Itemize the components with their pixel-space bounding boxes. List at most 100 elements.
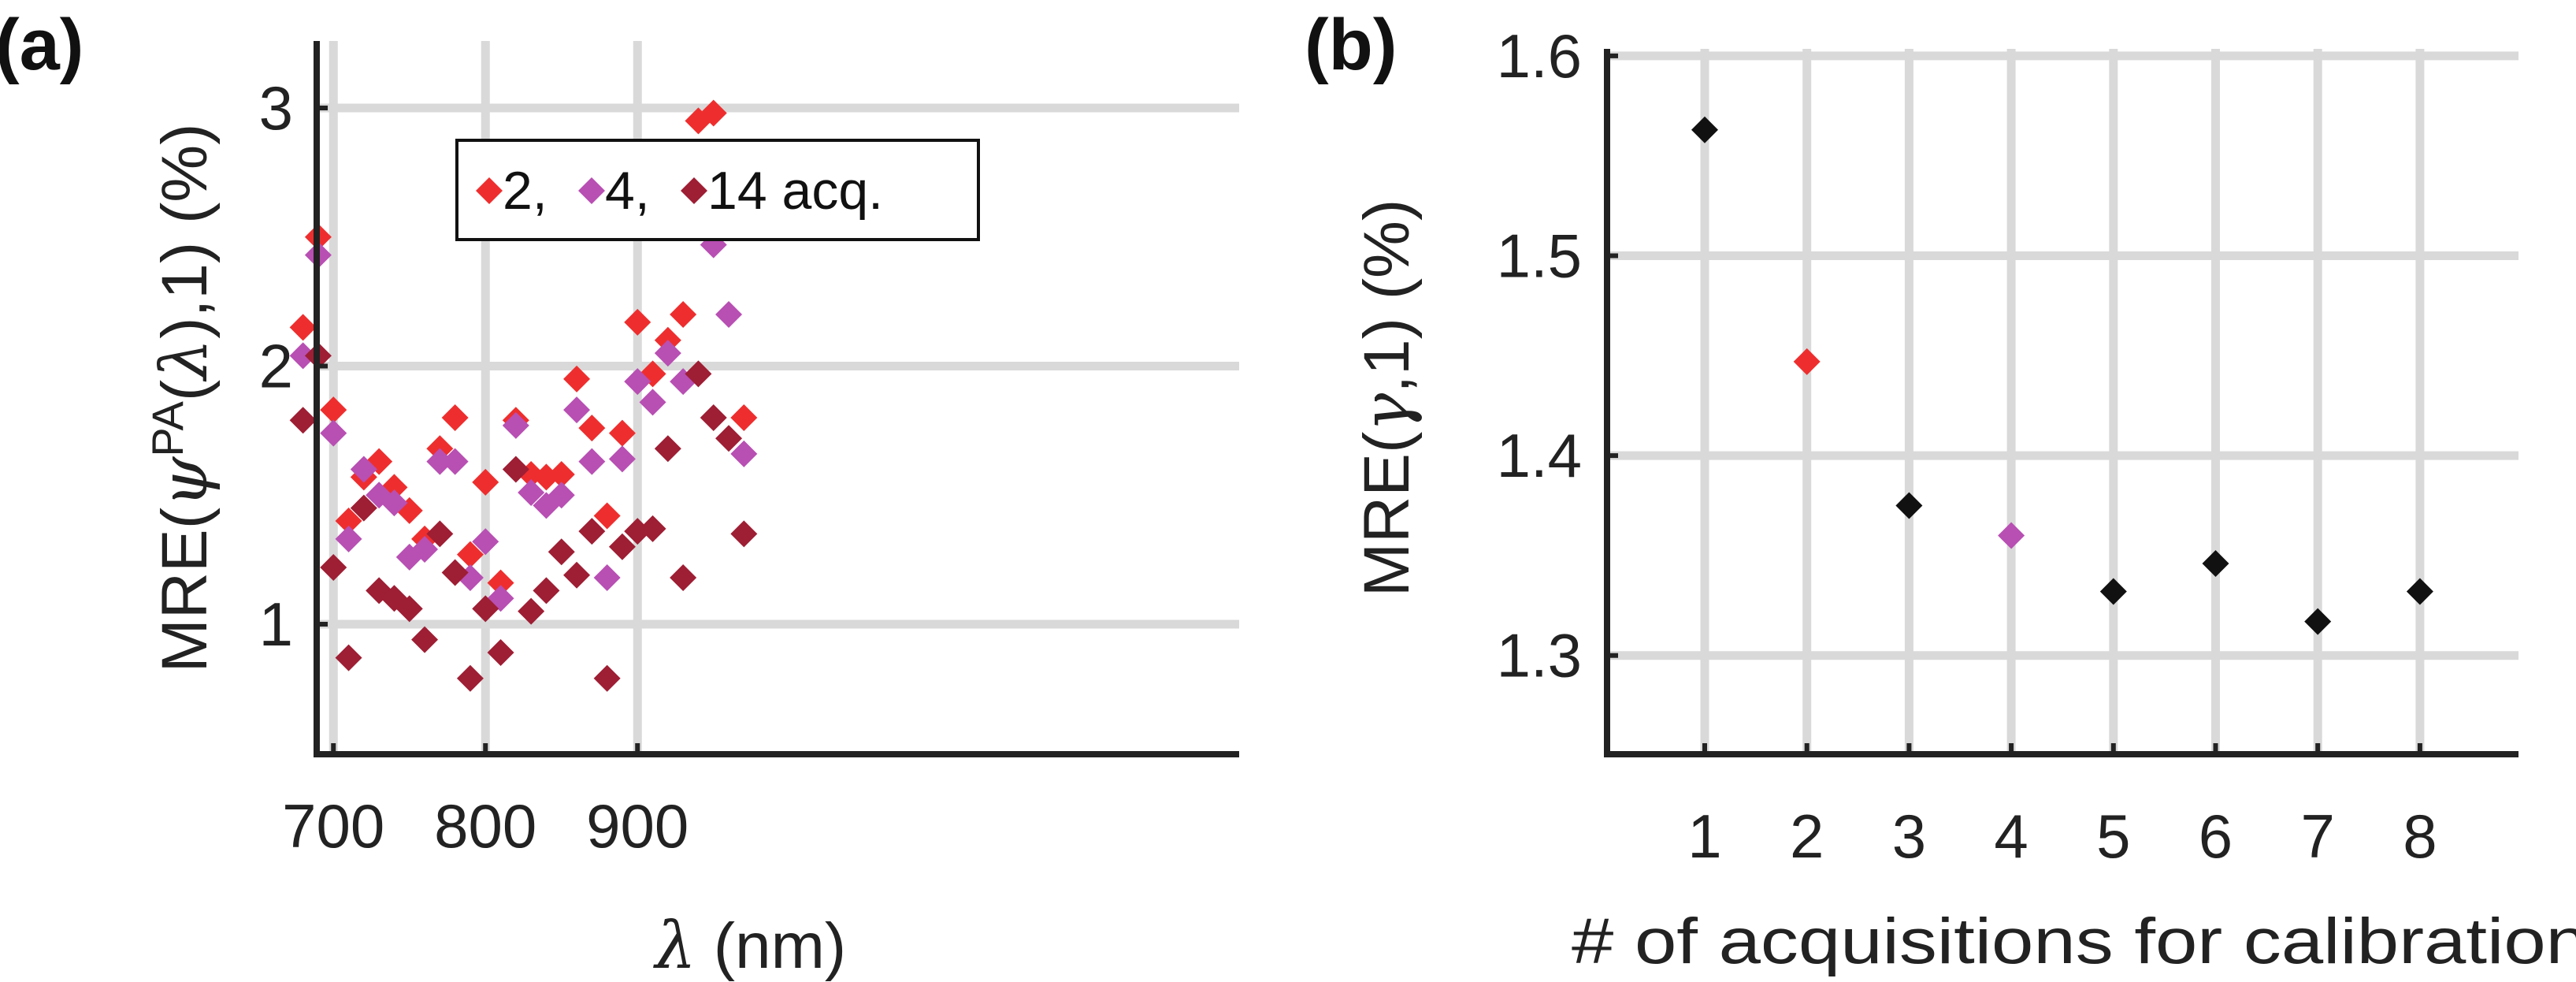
panel-a-point-series-3 bbox=[547, 538, 575, 566]
panel-a-point-series-2 bbox=[563, 396, 591, 424]
panel-b-xtick-label: 1 bbox=[1687, 802, 1721, 871]
panel-a-point-series-2 bbox=[624, 368, 651, 396]
panel-a-point-series-3 bbox=[350, 494, 377, 522]
panel-a-point-series-2 bbox=[639, 389, 666, 416]
panel-b-point bbox=[2304, 608, 2332, 635]
panel-a-ylabel: MRE(ψPA(λ),1) (%) bbox=[143, 124, 222, 673]
panel-a-point-series-2 bbox=[578, 448, 606, 475]
panel-b-xlabel: # of acquisitions for calibration bbox=[1572, 906, 2576, 977]
panel-b-label: (b) bbox=[1305, 5, 1397, 85]
panel-b-points bbox=[1691, 116, 2433, 635]
panel-a-point-series-1 bbox=[608, 419, 636, 447]
legend-marker-2 bbox=[476, 177, 503, 204]
panel-a-point-series-2 bbox=[593, 564, 621, 592]
panel-a-point-series-3 bbox=[593, 664, 621, 692]
panel-a: (a) 700 800 900 1 2 3 MRE(ψPA(λ),1) (%) λ (nm)… bbox=[0, 5, 1239, 982]
panel-a-point-series-1 bbox=[456, 541, 484, 568]
panel-b-xtick-label: 5 bbox=[2096, 802, 2130, 871]
panel-a-point-series-1 bbox=[441, 404, 469, 431]
panel-b-ytick-label: 1.3 bbox=[1497, 621, 1582, 690]
panel-a-ticks: 700 800 900 1 2 3 bbox=[259, 73, 689, 861]
panel-a-point-series-1 bbox=[289, 314, 317, 341]
panel-a-ytick-label: 3 bbox=[259, 73, 293, 143]
panel-a-point-series-3 bbox=[426, 520, 454, 548]
panel-a-point-series-3 bbox=[502, 456, 529, 483]
panel-a-point-series-3 bbox=[289, 407, 317, 434]
panel-a-point-series-1 bbox=[593, 502, 621, 530]
panel-b-xtick-label: 8 bbox=[2403, 802, 2437, 871]
panel-a-point-series-2 bbox=[472, 528, 499, 556]
panel-a-point-series-2 bbox=[320, 419, 347, 447]
panel-a-point-series-2 bbox=[289, 342, 317, 370]
panel-b-ylabel: MRE(γ,1) (%) bbox=[1349, 199, 1424, 597]
panel-a-point-series-3 bbox=[685, 360, 712, 388]
legend-label-14-acq: 14 acq. bbox=[707, 161, 883, 221]
panel-a-xtick-label: 700 bbox=[282, 791, 384, 861]
panel-a-point-series-2 bbox=[350, 456, 377, 483]
panel-a-point-series-3 bbox=[715, 425, 743, 452]
panel-b-xtick-label: 3 bbox=[1892, 802, 1926, 871]
panel-b-ytick-label: 1.4 bbox=[1497, 421, 1582, 490]
panel-a-point-series-3 bbox=[578, 518, 606, 545]
panel-a-point-series-1 bbox=[547, 461, 575, 489]
panel-b-point bbox=[1691, 116, 1718, 143]
panel-a-point-series-3 bbox=[563, 561, 591, 589]
legend-label-2: 2, bbox=[503, 161, 547, 221]
panel-a-point-series-3 bbox=[320, 553, 347, 581]
panel-a-point-series-2 bbox=[547, 482, 575, 509]
panel-b-point bbox=[2202, 550, 2229, 578]
panel-a-point-series-3 bbox=[670, 564, 697, 592]
panel-b-xtick-label: 7 bbox=[2301, 802, 2335, 871]
panel-b-grid bbox=[1607, 49, 2518, 754]
legend-label-4: 4, bbox=[605, 161, 650, 221]
panel-a-xtick-label: 900 bbox=[586, 791, 689, 861]
panel-a-xlabel: λ (nm) bbox=[653, 909, 847, 982]
panel-a-point-series-3 bbox=[518, 597, 545, 625]
panel-a-point-series-1 bbox=[487, 569, 514, 597]
panel-a-point-series-3 bbox=[700, 404, 727, 431]
panel-a-point-series-2 bbox=[380, 489, 408, 517]
panel-a-xtick-label: 800 bbox=[434, 791, 536, 861]
panel-b-point bbox=[2406, 578, 2433, 605]
panel-a-point-series-1 bbox=[320, 396, 347, 424]
panel-b-point bbox=[1998, 522, 2025, 549]
panel-a-point-series-3 bbox=[730, 520, 758, 548]
panel-a-point-series-2 bbox=[335, 525, 362, 552]
panel-a-point-series-1 bbox=[670, 301, 697, 328]
panel-a-point-series-2 bbox=[654, 340, 681, 367]
panel-a-points bbox=[289, 99, 758, 692]
panel-a-point-series-1 bbox=[700, 99, 727, 127]
panel-a-point-series-1 bbox=[563, 365, 591, 392]
panel-a-point-series-3 bbox=[608, 533, 636, 560]
panel-b-ticks: 1 2 3 4 5 6 7 8 1.3 1.4 1.5 1.6 bbox=[1497, 21, 2437, 871]
panel-a-point-series-3 bbox=[533, 577, 560, 604]
panel-a-legend: 2, 4, 14 acq. bbox=[455, 139, 980, 241]
panel-b-point bbox=[2099, 578, 2127, 605]
panel-a-point-series-2 bbox=[518, 478, 545, 506]
panel-a-point-series-3 bbox=[441, 559, 469, 586]
panel-b-point bbox=[1895, 492, 1923, 519]
panel-a-point-series-3 bbox=[472, 595, 499, 623]
panel-a-point-series-3 bbox=[487, 639, 514, 667]
panel-b-xtick-label: 2 bbox=[1790, 802, 1824, 871]
panel-a-label: (a) bbox=[0, 5, 84, 85]
panel-a-axes bbox=[314, 41, 1239, 757]
panel-a-ytick-label: 1 bbox=[259, 590, 293, 659]
panel-b-point bbox=[1793, 348, 1821, 375]
panel-a-point-series-3 bbox=[411, 626, 439, 653]
panel-b-axes bbox=[1604, 49, 2518, 757]
legend-marker-4 bbox=[578, 177, 605, 204]
panel-a-point-series-2 bbox=[411, 536, 439, 564]
panel-b-ytick-label: 1.6 bbox=[1497, 21, 1582, 91]
panel-a-point-series-3 bbox=[654, 435, 681, 463]
panel-a-point-series-3 bbox=[639, 515, 666, 542]
panel-a-point-series-1 bbox=[472, 468, 499, 496]
legend-marker-14 bbox=[681, 177, 707, 204]
legend-box bbox=[455, 139, 980, 241]
panel-a-ytick-label: 2 bbox=[259, 332, 293, 401]
panel-a-point-series-2 bbox=[715, 301, 743, 328]
panel-b-ytick-label: 1.5 bbox=[1497, 221, 1582, 291]
panel-a-point-series-3 bbox=[456, 664, 484, 692]
panel-a-point-series-1 bbox=[730, 404, 758, 431]
